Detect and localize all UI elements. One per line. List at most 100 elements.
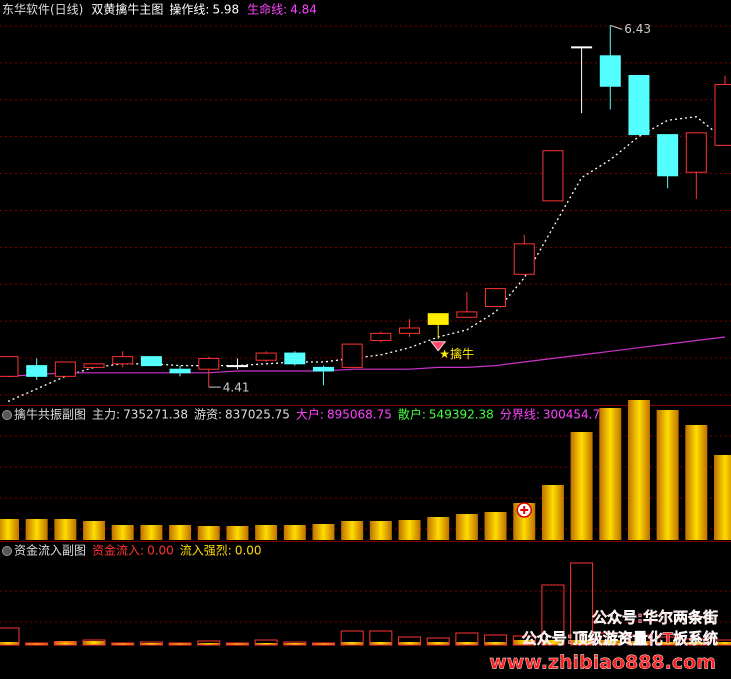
bar-outline xyxy=(168,642,192,646)
bar-outline xyxy=(656,636,680,646)
bar-outline xyxy=(512,635,536,646)
bar xyxy=(570,640,593,645)
bar xyxy=(369,642,392,645)
bar-outline xyxy=(484,634,508,646)
max-label: 6.43 xyxy=(624,22,651,36)
bar xyxy=(398,642,421,645)
bar xyxy=(427,517,450,540)
indicator-value: 837025.75 xyxy=(225,408,290,422)
min-label: 4.41 xyxy=(223,381,250,395)
bar-outline xyxy=(684,638,708,646)
candle-body xyxy=(284,352,306,365)
indicator-name: 分界线: xyxy=(500,408,540,422)
bar-outline xyxy=(369,630,393,646)
candle-body xyxy=(112,356,134,365)
bar xyxy=(341,521,364,540)
bar-outline xyxy=(25,642,49,646)
bar xyxy=(283,525,306,540)
indicator-value: 300454.75 xyxy=(543,408,608,422)
legend-value: 0.00 xyxy=(147,544,174,558)
panel-title: 双黄擒牛主图 xyxy=(91,2,163,17)
candle-body xyxy=(599,55,621,87)
bar xyxy=(427,642,450,645)
bar-outline xyxy=(541,584,565,646)
bar xyxy=(25,643,48,645)
bar xyxy=(312,524,335,540)
indicator-value: 4.84 xyxy=(290,3,317,17)
bar xyxy=(140,525,163,540)
legend-value: 0.00 xyxy=(235,544,262,558)
bar xyxy=(255,525,278,540)
candle-body xyxy=(571,46,593,49)
candle-body xyxy=(26,365,48,377)
indicator-line xyxy=(7,336,726,377)
bar xyxy=(455,514,478,540)
bar-outline xyxy=(53,641,77,646)
bar xyxy=(714,455,731,540)
legend-name: 资金流入: xyxy=(92,543,144,558)
bar-outline xyxy=(570,562,594,646)
bar xyxy=(54,641,77,645)
bar xyxy=(599,408,622,540)
candle-body xyxy=(657,134,679,177)
panel-title: 资金流入副图 xyxy=(14,543,86,558)
legend-name: 流入强烈: xyxy=(180,544,232,558)
bar-outline xyxy=(627,634,651,646)
bar xyxy=(226,526,249,540)
stock-name: 东华软件(日线) xyxy=(2,3,83,17)
candle-body xyxy=(140,356,162,367)
candle-body xyxy=(513,243,535,275)
candle-body xyxy=(341,343,363,368)
bar xyxy=(541,485,564,540)
watermark: 公众号:顶级游资量化T板系统 xyxy=(522,630,718,648)
bar-outline xyxy=(426,637,450,646)
bar xyxy=(627,400,650,540)
candle-body xyxy=(399,327,421,334)
candle-body xyxy=(0,356,19,377)
bar-outline xyxy=(225,642,249,646)
candle-body xyxy=(169,368,191,374)
indicator-value: 895068.75 xyxy=(327,408,392,422)
bar xyxy=(140,643,163,645)
bar xyxy=(685,642,708,645)
bar-outline xyxy=(283,641,307,646)
bar xyxy=(83,521,106,540)
panel-title: 擒牛共振副图 xyxy=(14,407,86,422)
bar-outline xyxy=(398,636,422,646)
candle-body xyxy=(226,365,248,368)
candle-body xyxy=(54,361,76,377)
bar xyxy=(197,526,220,540)
bar xyxy=(570,432,593,540)
candle-body xyxy=(714,83,731,146)
bar-outline xyxy=(197,640,221,646)
bar xyxy=(455,642,478,645)
bar xyxy=(83,641,106,645)
candle-body xyxy=(542,150,564,202)
candle-body xyxy=(456,311,478,318)
indicator-value: 549392.38 xyxy=(429,408,494,422)
bar xyxy=(226,643,249,645)
bar xyxy=(714,642,731,645)
bar-outline xyxy=(311,642,335,646)
bar xyxy=(25,519,48,540)
bar xyxy=(685,425,708,540)
bar-outline xyxy=(254,639,278,646)
bar xyxy=(656,642,679,645)
bar xyxy=(283,643,306,645)
indicator-name: 游资: xyxy=(194,408,222,422)
indicator-name: 主力: xyxy=(92,408,120,422)
bar-outline xyxy=(598,632,622,646)
bar-outline xyxy=(111,642,135,646)
bar xyxy=(169,643,192,645)
bar-outline xyxy=(340,630,364,646)
indicator-value: 5.98 xyxy=(212,3,239,17)
bar xyxy=(484,642,507,645)
indicator-name: 散户: xyxy=(398,407,426,422)
bar xyxy=(627,641,650,645)
candle-body xyxy=(370,332,392,342)
bar xyxy=(341,642,364,645)
signal-icon xyxy=(430,341,447,352)
bar xyxy=(513,640,536,645)
